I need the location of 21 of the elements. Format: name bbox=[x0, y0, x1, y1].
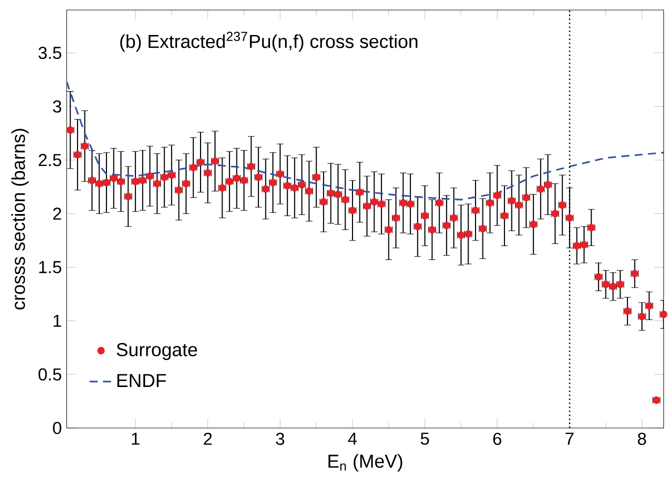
x-axis-title: E$_{n}$ (MeV) bbox=[328, 454, 402, 472]
x-tick-label: 3 bbox=[276, 432, 284, 445]
x-tick-label: 6 bbox=[493, 432, 502, 445]
x-tick-label: 1 bbox=[132, 432, 140, 445]
x-tick-label: 2 bbox=[204, 432, 212, 445]
y-tick-label: 0.5 bbox=[38, 368, 62, 381]
x-tick-label: 5 bbox=[420, 432, 429, 445]
y-tick-label: 0 bbox=[52, 422, 62, 434]
y-tick-label: 3.5 bbox=[38, 46, 62, 60]
y-tick-label: 1 bbox=[54, 314, 62, 327]
x-tick-label: 4 bbox=[348, 432, 357, 445]
y-tick-label: 2.5 bbox=[38, 154, 62, 166]
legend-label: ENDF bbox=[117, 374, 166, 387]
y-tick-label: 3 bbox=[52, 100, 62, 113]
x-tick-label: 7 bbox=[566, 432, 574, 445]
y-axis-title: crosss section (barns) bbox=[11, 128, 29, 310]
legend-label: Surrogate bbox=[116, 343, 198, 360]
y-tick-label: 2 bbox=[53, 208, 62, 220]
x-tick-label: 8 bbox=[638, 432, 646, 445]
y-tick-label: 1.5 bbox=[39, 261, 62, 274]
text: (b) Extracted$^{237}$Pu(n,f) cross section bbox=[120, 32, 418, 52]
